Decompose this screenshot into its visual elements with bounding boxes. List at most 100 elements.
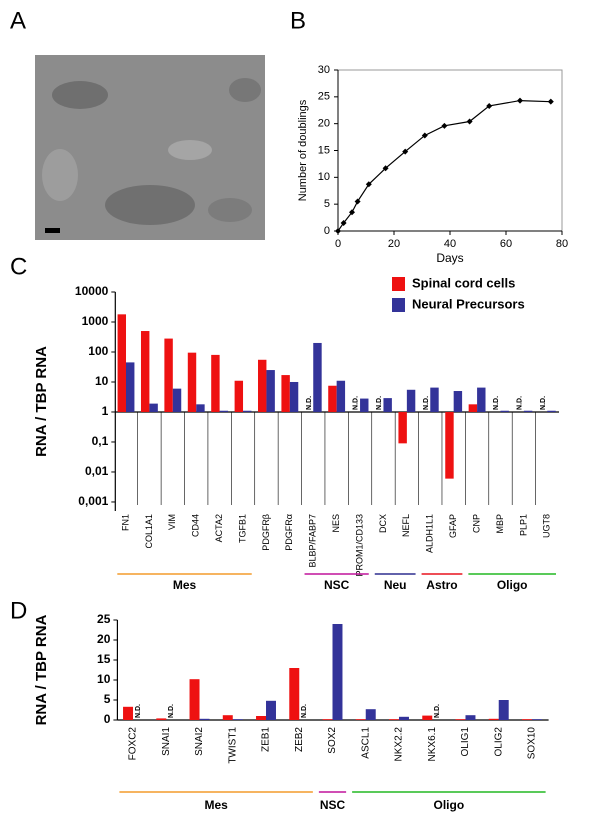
x-tick-label: 20 (388, 238, 400, 250)
bar (187, 352, 197, 412)
category-label: NEFL (401, 514, 411, 537)
category-label: CD44 (191, 514, 201, 537)
y-tick-label: 20 (318, 118, 330, 130)
bar (199, 718, 210, 720)
bar (365, 709, 376, 720)
bar (256, 716, 267, 720)
group-label: Oligo (497, 578, 528, 592)
y-tick-label: 15 (318, 144, 330, 156)
y-tick-label: 0,01 (85, 464, 109, 478)
x-axis-label: Days (436, 251, 463, 265)
value-label: N.D. (376, 396, 383, 410)
y-axis-label: RNA / TBP RNA (33, 614, 50, 725)
panel-label: C (10, 253, 27, 280)
legend-label: Spinal cord cells (412, 275, 515, 290)
category-label: VIM (167, 514, 177, 530)
legend-swatch (392, 277, 405, 291)
bar (488, 718, 499, 720)
value-label: N.D. (135, 704, 142, 718)
value-label: N.D. (168, 704, 175, 718)
data-point (547, 98, 554, 105)
data-line (337, 99, 551, 232)
y-tick-label: 0,001 (78, 494, 108, 508)
category-label: NKX2.2 (394, 727, 405, 762)
category-label: ASCL1 (360, 727, 371, 759)
bar (455, 719, 466, 720)
x-tick-label: 0 (335, 238, 341, 250)
bar (500, 410, 509, 412)
bar (328, 385, 337, 412)
bar (234, 380, 244, 412)
y-tick-label: 1 (102, 404, 109, 418)
y-tick-label: 1000 (82, 314, 109, 328)
value-label: N.D. (353, 396, 360, 410)
data-point (466, 118, 473, 125)
y-tick-label: 0 (104, 712, 111, 726)
bar (149, 403, 158, 412)
category-label: BLBP/FABP7 (308, 514, 318, 568)
bar (313, 342, 322, 412)
bar (389, 719, 399, 720)
data-point (517, 97, 523, 104)
value-label: N.D. (540, 396, 547, 410)
category-label: MBP (495, 514, 505, 534)
data-point (441, 122, 448, 129)
y-tick-label: 10 (318, 171, 330, 183)
category-label: ALDH1L1 (425, 514, 435, 553)
panel-label: A (10, 7, 26, 34)
category-label: UGT8 (542, 514, 552, 538)
data-point (365, 181, 372, 188)
data-point (340, 219, 347, 226)
bar (117, 314, 127, 412)
category-label: DCX (378, 514, 388, 533)
y-tick-label: 20 (97, 632, 111, 646)
value-label: N.D. (493, 396, 500, 410)
bar (322, 719, 333, 720)
category-label: PLP1 (518, 514, 528, 536)
x-tick-label: 80 (556, 238, 568, 250)
category-label: TGFB1 (237, 514, 247, 543)
panel-label: D (10, 597, 27, 624)
category-label: FN1 (120, 514, 130, 531)
category-label: COL1A1 (144, 514, 154, 549)
bar (445, 411, 454, 479)
plot-frame (337, 69, 563, 232)
bar (266, 700, 276, 720)
bar (398, 716, 409, 720)
category-label: NKX6.1 (427, 727, 438, 762)
bar (243, 410, 252, 412)
y-tick-label: 0 (324, 225, 330, 237)
category-label: NES (331, 514, 341, 533)
bar (355, 719, 366, 720)
category-label: SNAI1 (161, 727, 172, 756)
data-point (382, 165, 389, 172)
y-axis-label: RNA / TBP RNA (33, 346, 50, 457)
category-label: CNP (471, 514, 481, 533)
bar (523, 410, 533, 412)
group-label: NSC (320, 798, 346, 812)
category-label: SOX10 (527, 727, 538, 760)
bar (383, 398, 392, 412)
bar (164, 338, 173, 412)
y-tick-label: 30 (318, 64, 330, 76)
bar (172, 388, 182, 412)
x-tick-label: 40 (444, 238, 456, 250)
y-tick-label: 10000 (75, 284, 109, 298)
bar (156, 718, 167, 720)
y-tick-label: 10 (97, 672, 111, 686)
bar (522, 719, 532, 720)
y-tick-label: 5 (104, 692, 111, 706)
bar (531, 719, 542, 720)
value-label: N.D. (434, 704, 441, 718)
category-label: OLIG2 (493, 727, 504, 757)
y-tick-label: 10 (95, 374, 109, 388)
category-label: ZEB1 (261, 727, 272, 752)
category-label: SOX2 (327, 727, 338, 754)
bar (360, 398, 369, 412)
bar (547, 410, 556, 412)
bar (465, 715, 476, 720)
bar (266, 370, 275, 412)
category-label: FOXC2 (128, 727, 139, 761)
bar (219, 410, 229, 412)
